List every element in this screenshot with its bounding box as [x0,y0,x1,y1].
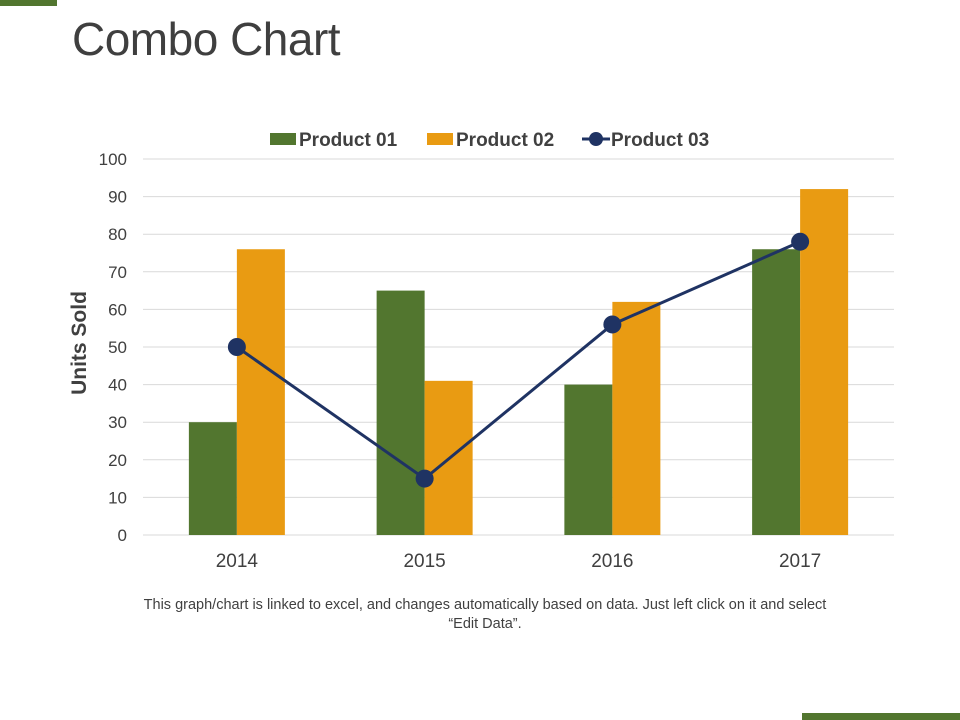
x-tick-label: 2015 [403,551,445,572]
legend-swatch-product-02 [427,133,453,145]
y-tick-label: 10 [108,488,127,507]
y-tick-label: 80 [108,225,127,244]
point-product-03-2016[interactable] [603,315,622,334]
point-product-03-2014[interactable] [227,338,246,356]
accent-bar-bottom [802,713,960,720]
legend-swatch-marker-product-03 [589,132,603,146]
point-product-03-2015[interactable] [415,469,434,488]
bar-product-01-2015[interactable] [376,290,425,535]
legend-label-product-01[interactable]: Product 01 [299,130,398,151]
bar-product-01-2017[interactable] [752,249,801,536]
y-tick-label: 20 [108,451,127,470]
bar-product-02-2017[interactable] [800,189,849,535]
y-tick-label: 70 [108,263,127,282]
chart-caption: This graph/chart is linked to excel, and… [143,597,827,632]
y-tick-label: 0 [118,526,127,545]
point-product-03-2017[interactable] [791,232,810,251]
bar-product-02-2016[interactable] [612,301,661,535]
legend-label-product-02[interactable]: Product 02 [456,130,554,151]
bar-product-02-2014[interactable] [236,249,285,536]
bar-product-01-2014[interactable] [188,422,237,535]
line-product-03[interactable] [236,240,801,481]
y-tick-label: 60 [108,300,127,319]
y-tick-label: 100 [99,150,127,169]
y-tick-label: 40 [108,376,127,395]
accent-bar-top [0,0,57,6]
y-tick-label: 50 [108,338,127,357]
y-tick-label: 30 [108,413,127,432]
bar-product-01-2016[interactable] [564,384,613,535]
x-tick-label: 2016 [591,551,633,572]
page-title: Combo Chart [72,13,341,65]
legend-swatch-product-01 [270,133,296,145]
combo-chart[interactable]: 0 10 20 30 40 50 60 70 80 90 100 Units Sold 2014 2015… [0,0,960,590]
y-axis-title: Units Sold [68,291,91,395]
x-tick-label: 2014 [216,551,259,572]
x-tick-label: 2017 [779,551,821,572]
y-tick-label: 90 [108,188,127,207]
legend-label-product-03[interactable]: Product 03 [611,130,709,151]
